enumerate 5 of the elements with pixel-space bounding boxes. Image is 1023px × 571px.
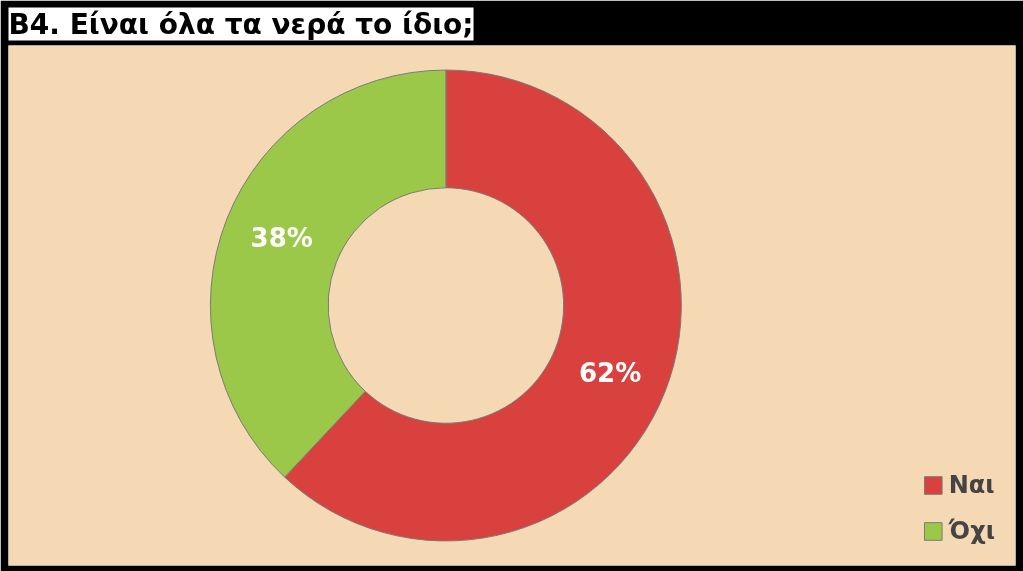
chart-title: B4. Είναι όλα τα νερά το ίδιο;	[8, 7, 474, 41]
legend-label: Όχι	[948, 517, 995, 545]
legend-label: Ναι	[948, 471, 995, 499]
data-label: 62%	[578, 357, 642, 388]
data-label: 38%	[250, 223, 313, 254]
